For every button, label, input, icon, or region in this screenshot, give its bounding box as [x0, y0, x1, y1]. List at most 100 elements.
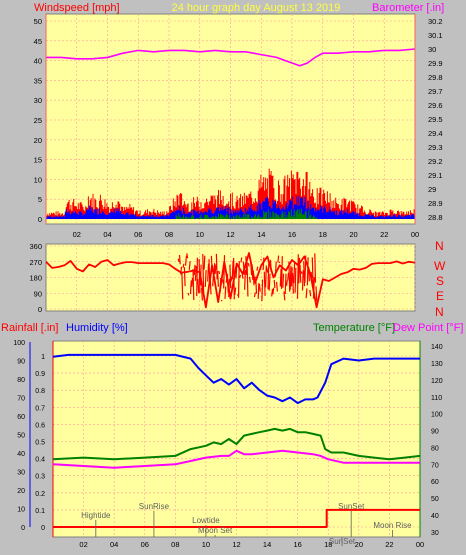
- y2-tick-label: 29.7: [428, 87, 443, 96]
- wind-direction-chart: 0 90 180 270 360: [29, 242, 416, 314]
- rain-tick-label: 0.3: [35, 474, 45, 481]
- event-label: SunSet: [338, 502, 365, 511]
- y-tick-label: 25: [34, 116, 42, 125]
- dewpoint-axis-title: Dew Point [°F]: [393, 322, 463, 334]
- event-label: Moon Set: [198, 526, 233, 535]
- y-tick-label: 35: [34, 76, 42, 85]
- event-label: Moon Rise: [373, 521, 412, 530]
- x-tick-label: 18: [319, 230, 327, 239]
- y-tick-label: 30: [34, 96, 42, 105]
- rain-tick-label: 0.4: [35, 457, 45, 464]
- temperature-tick-label: 50: [431, 496, 439, 503]
- y2-tick-label: 30: [428, 45, 436, 54]
- x-tick-label: 02: [79, 540, 87, 549]
- y-tick-label: 50: [34, 17, 42, 26]
- event-label: SunSet: [329, 537, 356, 546]
- x-tick-label: 06: [134, 230, 142, 239]
- x-tick-label: 02: [73, 230, 81, 239]
- y2-tick-label: 30.1: [428, 31, 443, 40]
- rain-tick-label: 0.9: [35, 371, 45, 378]
- humidity-series: [52, 353, 420, 405]
- x-tick-label: 10: [202, 540, 210, 549]
- humidity-tick-label: 40: [17, 451, 25, 458]
- compass-label: E: [436, 289, 444, 303]
- compass-label: N: [435, 239, 444, 253]
- y-tick-label: 270: [29, 258, 42, 267]
- temperature-tick-label: 140: [431, 344, 443, 351]
- event-label: Hightide: [81, 511, 111, 520]
- date-title: 24 hour graph day August 13 2019: [172, 2, 341, 14]
- x-tick-label: 22: [380, 230, 388, 239]
- y2-tick-label: 29.9: [428, 59, 443, 68]
- y-tick-label: 10: [34, 175, 42, 184]
- y2-tick-label: 29.6: [428, 101, 443, 110]
- temperature-tick-label: 130: [431, 361, 443, 368]
- y2-tick-label: 29.2: [428, 157, 443, 166]
- compass-label: W: [434, 259, 446, 273]
- event-label: SunRise: [139, 502, 170, 511]
- x-tick-label: 20: [349, 230, 357, 239]
- humidity-tick-label: 80: [17, 377, 25, 384]
- y-tick-label: 360: [29, 242, 42, 251]
- x-tick-label: 16: [288, 230, 296, 239]
- wind-direction-series: [45, 252, 416, 309]
- wind-low-series: [175, 208, 317, 219]
- rain-tick-label: 0: [41, 525, 45, 532]
- y-tick-label: 5: [38, 195, 42, 204]
- temperature-series: [52, 427, 421, 461]
- climate-chart: 00.10.20.30.40.50.60.70.80.9101020304050…: [13, 340, 442, 549]
- wind-barometer-chart: 0 5 10 15 20 25 30 35 40 45 50 28.8 28.9 29 29.1 29.2 29…: [34, 14, 443, 239]
- event-label: Lowtide: [192, 516, 220, 525]
- y2-tick-label: 30.2: [428, 17, 443, 26]
- x-tick-label: 18: [324, 540, 332, 549]
- humidity-tick-label: 10: [17, 507, 25, 514]
- temperature-tick-label: 40: [431, 513, 439, 520]
- y2-tick-label: 29.8: [428, 73, 443, 82]
- x-tick-label: 00: [411, 230, 419, 239]
- y-tick-label: 0: [38, 305, 42, 314]
- x-tick-label: 08: [171, 540, 179, 549]
- y2-tick-label: 29.1: [428, 171, 443, 180]
- rain-tick-label: 0.2: [35, 491, 45, 498]
- y-tick-label: 180: [29, 274, 42, 283]
- x-tick-label: 14: [263, 540, 271, 549]
- humidity-tick-label: 70: [17, 396, 25, 403]
- x-tick-label: 08: [165, 230, 173, 239]
- humidity-tick-label: 90: [17, 359, 25, 366]
- y2-tick-label: 29.3: [428, 143, 443, 152]
- temperature-tick-label: 120: [431, 378, 443, 385]
- x-tick-label: 12: [232, 540, 240, 549]
- compass-label: S: [436, 274, 444, 288]
- compass-label: N: [435, 305, 444, 319]
- x-tick-label: 20: [355, 540, 363, 549]
- x-tick-label: 06: [141, 540, 149, 549]
- barometer-series: [46, 48, 416, 67]
- temperature-tick-label: 60: [431, 479, 439, 486]
- rain-tick-label: 0.8: [35, 388, 45, 395]
- y2-tick-label: 29.4: [428, 129, 443, 138]
- rain-tick-label: 0.1: [35, 508, 45, 515]
- humidity-axis-title: Humidity [%]: [66, 322, 128, 334]
- y2-tick-label: 28.9: [428, 199, 443, 208]
- y-tick-label: 40: [34, 57, 42, 66]
- y2-tick-label: 28.8: [428, 213, 443, 222]
- temperature-tick-label: 30: [431, 530, 439, 537]
- x-tick-label: 14: [257, 230, 265, 239]
- x-tick-label: 10: [196, 230, 204, 239]
- x-tick-label: 00: [416, 540, 424, 549]
- y-tick-label: 20: [34, 136, 42, 145]
- x-tick-label: 04: [110, 540, 118, 549]
- humidity-tick-label: 20: [17, 488, 25, 495]
- temperature-tick-label: 80: [431, 445, 439, 452]
- y2-tick-label: 29.5: [428, 115, 443, 124]
- rain-tick-label: 0.5: [35, 440, 45, 447]
- x-tick-label: 16: [293, 540, 301, 549]
- temperature-tick-label: 90: [431, 429, 439, 436]
- humidity-tick-label: 30: [17, 470, 25, 477]
- rainfall-series: [53, 508, 420, 528]
- humidity-tick-label: 100: [13, 340, 25, 347]
- temperature-tick-label: 110: [431, 395, 442, 402]
- humidity-tick-label: 60: [17, 414, 25, 421]
- x-tick-label: 22: [385, 540, 393, 549]
- rainfall-axis-title: Rainfall [.in]: [1, 322, 58, 334]
